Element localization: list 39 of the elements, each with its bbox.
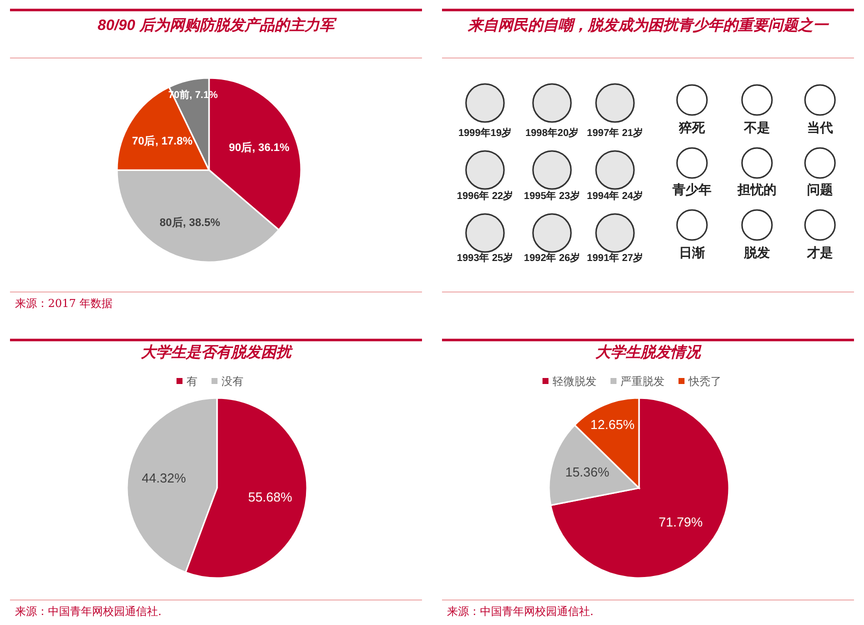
text: 1995年 23岁 — [524, 190, 580, 202]
text: 才是 — [806, 245, 833, 260]
text: 1996年 22岁 — [456, 190, 514, 202]
legend-label: 轻微脱发 — [552, 376, 596, 388]
slice-label: 90后, 36.1% — [228, 140, 290, 154]
source-note: 来源：中国青年网校园通信社. — [15, 605, 162, 618]
chart-title: 80/90 后为网购防脱发产品的主力军 — [98, 16, 338, 34]
text: 1993年 25岁 — [456, 252, 514, 264]
data-label: 15.36% — [565, 464, 610, 480]
text: 1998年20岁 — [525, 127, 579, 139]
legend-label: 快秃了 — [688, 375, 722, 388]
data-label: 71.79% — [658, 514, 704, 530]
text: 担忧的 — [736, 182, 776, 197]
text: 当代 — [807, 120, 833, 135]
text: 1999年19岁 — [458, 127, 512, 139]
text: 1992年 26岁 — [524, 252, 580, 264]
text: 1994年 24岁 — [586, 190, 644, 202]
text: 不是 — [743, 120, 770, 135]
data-label: 44.32% — [142, 470, 186, 486]
text: 来自网民的自嘲，脱发成为困扰青少年的重要问题之一 — [467, 16, 830, 34]
text: 1991年 27岁 — [586, 252, 644, 264]
chart-title: 大学生是否有脱发困扰 — [141, 344, 293, 361]
text: 1997年 21岁 — [586, 127, 644, 139]
text: 问题 — [807, 182, 833, 197]
data-label: 55.68% — [248, 490, 293, 505]
legend-label: 有 — [186, 376, 198, 388]
slice-label: 80后, 38.5% — [160, 216, 220, 229]
source-note: 来源：2017 年数据 — [15, 297, 112, 310]
text: 脱发 — [743, 245, 770, 260]
chart-title: 大学生脱发情况 — [596, 344, 702, 361]
legend-label: 没有 — [222, 376, 244, 388]
source-note: 来源：中国青年网校园通信社. — [447, 605, 594, 618]
pie-slice — [550, 397, 730, 579]
slice-label: 70后, 17.8% — [132, 134, 193, 148]
legend-label: 严重脱发 — [620, 375, 664, 388]
text: 日渐 — [679, 245, 705, 260]
text: 猝死 — [678, 120, 706, 135]
data-label: 12.65% — [590, 416, 635, 432]
text: 青少年 — [672, 182, 712, 197]
